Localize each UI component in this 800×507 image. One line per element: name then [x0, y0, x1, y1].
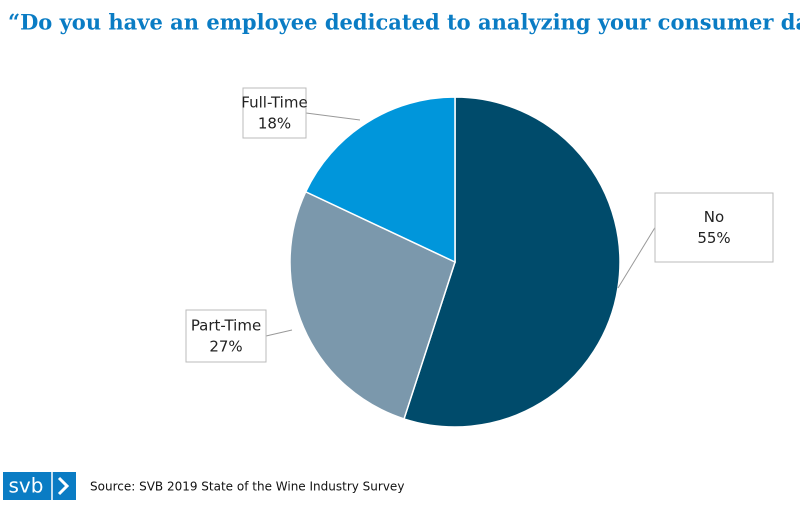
slice-label: Part-Time [191, 317, 261, 335]
logo-box [3, 472, 76, 500]
pie-slice [289, 190, 456, 420]
leader-line [305, 112, 361, 121]
chart-title: “Do you have an employee dedicated to an… [8, 10, 800, 35]
label-box [185, 309, 267, 363]
slice-value: 27% [209, 338, 242, 356]
slice-label: Full-Time [241, 94, 307, 112]
slice-value: 18% [258, 115, 291, 133]
leader-line [265, 329, 293, 337]
pie-slice [304, 96, 456, 264]
slice-value: 55% [697, 229, 730, 247]
logo-chevron [57, 476, 70, 496]
logo-text: svb [9, 474, 44, 498]
leader-line [617, 227, 656, 289]
source: Source: SVB 2019 State of the Wine Indus… [90, 480, 404, 494]
label-box [242, 87, 307, 139]
slice-label: No [704, 208, 724, 226]
label-box [654, 192, 774, 263]
